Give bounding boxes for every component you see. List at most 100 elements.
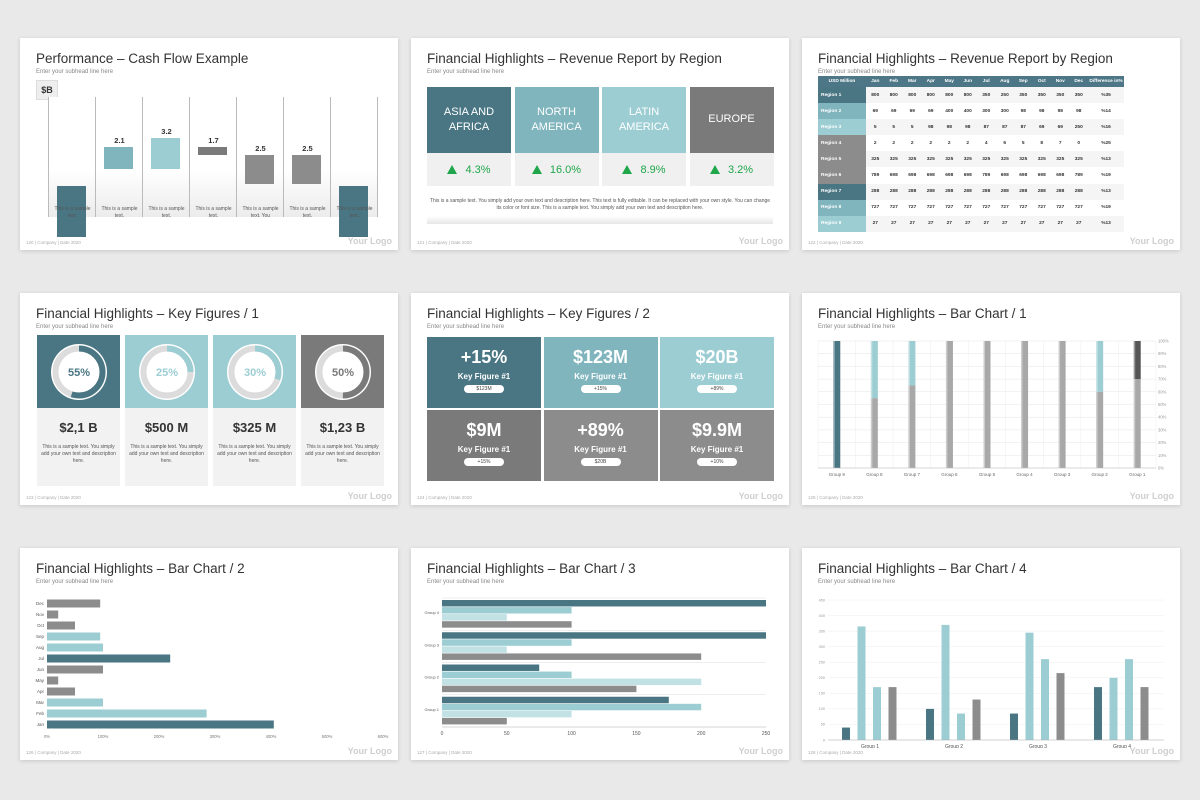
y-tick-label: Nov xyxy=(36,612,45,617)
bar xyxy=(972,699,981,740)
table-cell: 727 xyxy=(945,205,954,211)
key-figure-text: This is a sample text. You simply add yo… xyxy=(217,444,292,464)
column-header: Jan xyxy=(866,76,885,87)
table-cell: %14 xyxy=(1101,108,1111,114)
donut-percent: 50% xyxy=(331,367,353,379)
table-cell: 27 xyxy=(1051,215,1070,232)
table-cell: %35 xyxy=(1088,87,1124,104)
region-header: NORTH AMERICA xyxy=(514,87,599,153)
bar-highlight xyxy=(870,341,873,468)
table-cell: 87 xyxy=(977,119,996,136)
footer-meta: | Company | Date 2020 xyxy=(34,240,81,245)
tile-pill: +15% xyxy=(464,458,504,466)
donut-chart: 30% xyxy=(226,343,283,400)
y-tick-label: 300 xyxy=(819,645,825,649)
slide-bar-chart-4[interactable]: Financial Highlights – Bar Chart / 4 Ent… xyxy=(802,548,1180,760)
table-cell: 698 xyxy=(1056,173,1065,179)
table-cell: 2 xyxy=(966,140,970,146)
tile-pill: $123M xyxy=(464,385,504,393)
bar-highlight xyxy=(1133,341,1136,468)
slide-bar-chart-1[interactable]: Financial Highlights – Bar Chart / 1 Ent… xyxy=(802,293,1180,505)
slide-revenue-region[interactable]: Financial Highlights – Revenue Report by… xyxy=(411,38,789,250)
bar-highlight xyxy=(1096,341,1098,468)
table-cell: 325 xyxy=(1069,151,1088,168)
bar-segment xyxy=(908,385,916,468)
footer-meta: | Company | Date 2020 xyxy=(425,240,472,245)
bar xyxy=(47,676,59,685)
table-cell: 288 xyxy=(1014,183,1033,200)
bar-segment xyxy=(908,341,916,386)
x-tick-label: Group 2 xyxy=(945,744,963,748)
donut-chart: 55% xyxy=(50,343,107,400)
waterfall-value: 2.5 xyxy=(255,144,266,153)
table-cell: 300 xyxy=(982,108,991,114)
bar xyxy=(1041,659,1049,740)
table-cell: 800 xyxy=(958,87,977,104)
key-figure-tile: $9M Key Figure #1 +15% xyxy=(427,410,541,481)
bar xyxy=(442,703,702,711)
y-tick-label: Aug xyxy=(36,645,45,650)
slide-key-figures-1[interactable]: Financial Highlights – Key Figures / 1 E… xyxy=(20,293,398,505)
key-figure-tile: +89% Key Figure #1 $20B xyxy=(543,410,658,481)
y-tick-label: 400 xyxy=(819,614,825,618)
donut-arc xyxy=(52,345,105,398)
table-cell: 350 xyxy=(977,87,996,104)
row-label: Region 1 xyxy=(818,87,866,104)
waterfall-caption: This is a sample text. xyxy=(289,206,326,219)
region-growth-value: 16.0% xyxy=(549,163,582,176)
table-cell: %13 xyxy=(1088,151,1124,168)
table-cell: 400 xyxy=(945,108,954,114)
table-cell: 2 xyxy=(910,140,914,146)
waterfall-caption: This is a sample text. xyxy=(54,206,91,219)
waterfall-bar xyxy=(198,147,227,155)
donut-arc xyxy=(316,345,369,398)
footer-meta: | Company | Date 2020 xyxy=(34,750,81,755)
tile-label: Key Figure #1 xyxy=(574,445,627,454)
page-number: 120 xyxy=(26,240,34,245)
slide-footer: 124 | Company | Date 2020 xyxy=(417,495,472,500)
page-number: 128 xyxy=(808,750,816,755)
bar xyxy=(47,698,103,707)
unit-badge: $B xyxy=(36,80,58,100)
y-tick-label: 10% xyxy=(1158,453,1167,458)
y-tick-label: Sep xyxy=(36,634,45,639)
slide-revenue-table[interactable]: Financial Highlights – Revenue Report by… xyxy=(802,38,1180,250)
bar xyxy=(1056,673,1065,740)
row-label: Region 8 xyxy=(818,199,866,216)
x-tick-label: Group 2 xyxy=(1092,472,1109,477)
row-label: Region 7 xyxy=(818,183,866,200)
x-tick-label: Group 8 xyxy=(866,472,883,477)
bar xyxy=(442,717,507,725)
table-cell: 27 xyxy=(921,215,940,232)
bar xyxy=(442,678,702,686)
bar xyxy=(1010,713,1018,740)
table-cell: 4 xyxy=(984,140,988,146)
column-header: Feb xyxy=(884,76,903,87)
page-number: 125 xyxy=(808,495,816,500)
y-tick-label: Group 4 xyxy=(425,610,440,615)
table-cell: 288 xyxy=(977,183,996,200)
y-tick-label: Group 3 xyxy=(425,642,440,647)
slide-footer: 121 | Company | Date 2020 xyxy=(417,240,472,245)
tile-value: $9.9M xyxy=(691,420,743,440)
table-cell: 5 xyxy=(903,119,922,136)
logo: Your Logo xyxy=(347,236,392,246)
slide-bar-chart-2[interactable]: Financial Highlights – Bar Chart / 2 Ent… xyxy=(20,548,398,760)
x-tick-label: Group 6 xyxy=(941,472,958,477)
bar xyxy=(442,671,572,679)
table-cell: 727 xyxy=(1056,205,1065,211)
bar xyxy=(442,653,702,660)
table-cell: 727 xyxy=(871,205,880,211)
tile-label: Key Figure #1 xyxy=(457,445,511,454)
table-cell: 350 xyxy=(1069,87,1088,104)
table-cell: 698 xyxy=(926,173,935,179)
slide-key-figures-2[interactable]: Financial Highlights – Key Figures / 2 E… xyxy=(411,293,789,505)
slide-cash-flow[interactable]: Performance – Cash Flow Example Enter yo… xyxy=(20,38,398,250)
slide-bar-chart-3[interactable]: Financial Highlights – Bar Chart / 3 Ent… xyxy=(411,548,789,760)
table-cell: 98 xyxy=(958,119,977,136)
table-cell: 27 xyxy=(958,215,977,232)
column-header: Sep xyxy=(1014,76,1033,87)
donut-chart: 25% xyxy=(138,343,195,400)
table-cell: 98 xyxy=(1020,108,1026,114)
table-cell: 288 xyxy=(1051,183,1070,200)
